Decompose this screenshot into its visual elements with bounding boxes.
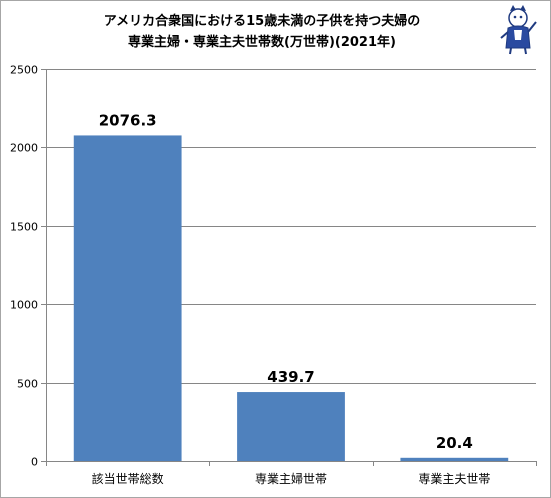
y-axis-tick-labels: 0 500 1000 1500 2000 2500 — [10, 64, 38, 469]
y-tick-label: 2500 — [10, 64, 38, 77]
chart-title-line-1: アメリカ合衆国における15歳未満の子供を持つ夫婦の — [104, 13, 420, 29]
x-category-label: 専業主夫世帯 — [418, 472, 490, 486]
mascot-icon — [500, 5, 537, 55]
bars — [73, 135, 509, 461]
bar-value-label: 20.4 — [436, 434, 473, 452]
bar — [400, 457, 509, 461]
x-axis-category-labels: 該当世帯総数 専業主婦世帯 専業主夫世帯 — [92, 471, 491, 486]
y-tick-label: 1000 — [10, 299, 38, 312]
bar-value-label: 2076.3 — [99, 111, 157, 129]
y-tick-label: 0 — [31, 456, 38, 469]
data-labels: 2076.3 439.7 20.4 — [99, 111, 473, 451]
bar — [237, 392, 345, 461]
bar — [73, 135, 182, 461]
y-tick-label: 2000 — [10, 142, 38, 155]
x-category-label: 専業主婦世帯 — [255, 471, 327, 486]
x-category-label: 該当世帯総数 — [92, 471, 164, 486]
y-tick-label: 500 — [17, 378, 38, 391]
chart-title-line-2: 専業主婦・専業主夫世帯数(万世帯)(2021年) — [128, 34, 396, 50]
y-tick-label: 1500 — [10, 221, 38, 234]
bar-value-label: 439.7 — [267, 368, 314, 386]
axes — [41, 69, 537, 466]
